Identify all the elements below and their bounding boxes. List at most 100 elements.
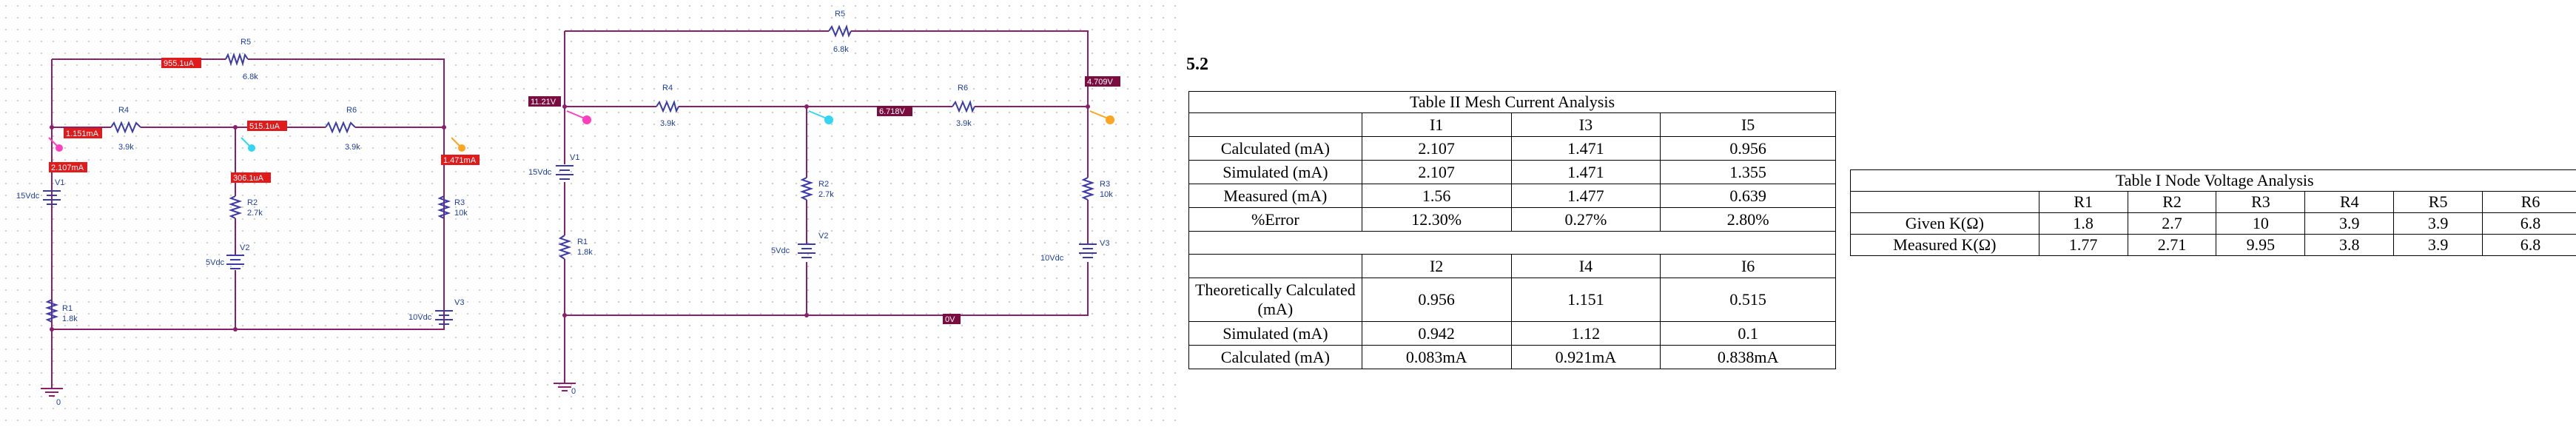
table-cell: 10: [2216, 213, 2305, 235]
r3-value: 10k: [1100, 190, 1113, 199]
resistor-r2: [231, 196, 240, 218]
resistor-r5: [226, 55, 248, 64]
probe-marker-pink: [56, 144, 63, 152]
wire: [248, 59, 444, 127]
table-cell: I3: [1511, 113, 1661, 137]
table-cell: R5: [2394, 192, 2483, 213]
table-cell: Measured (mA): [1189, 184, 1362, 208]
table-cell: 0.921mA: [1511, 346, 1661, 369]
probe-marker-orange: [451, 138, 460, 147]
node-table-header-row: R1 R2 R3 R4 R5 R6: [1851, 192, 2576, 213]
r4-name: R4: [118, 106, 129, 115]
table-cell: 0.956: [1362, 278, 1511, 322]
probe-marker-pink: [49, 138, 58, 147]
table-cell: Theoretically Calculated (mA): [1189, 278, 1362, 322]
r1-value: 1.8k: [577, 248, 593, 257]
r4-value: 3.9k: [118, 143, 134, 152]
table-row: Simulated (mA) 2.107 1.471 1.355: [1189, 161, 1836, 184]
voltage-probe-tags: 11.21V 6.718V 4.709V 0V: [528, 76, 1120, 324]
table-cell: [1189, 255, 1362, 278]
table-cell: 1.8: [2039, 213, 2128, 235]
mesh-table-header-row: I1 I3 I5: [1189, 113, 1836, 137]
r2-value: 2.7k: [247, 209, 263, 218]
table-cell: 1.151: [1511, 278, 1661, 322]
resistor-r6: [952, 102, 975, 111]
table-cell: 3.9: [2394, 213, 2483, 235]
resistors: [47, 55, 448, 322]
r5-name: R5: [241, 38, 251, 47]
table-cell: [1851, 192, 2039, 213]
table-cell: I5: [1661, 113, 1836, 137]
table-cell: 6.8: [2483, 213, 2576, 235]
probe-markers: [567, 111, 1114, 124]
table-cell: 1.471: [1511, 161, 1661, 184]
v1-value: 15Vdc: [528, 168, 552, 177]
table-cell: 2.80%: [1661, 208, 1836, 232]
table-cell: 1.12: [1511, 322, 1661, 346]
resistor-r2: [802, 178, 811, 200]
table-cell: Measured K(Ω): [1851, 235, 2039, 256]
r6-value: 3.9k: [345, 143, 360, 152]
current-tag-r6: 515.1uA: [249, 122, 280, 131]
table-cell: 0.27%: [1511, 208, 1661, 232]
table-cell: 3.9: [2305, 213, 2394, 235]
table-cell: [1189, 113, 1362, 137]
r3-name: R3: [1100, 180, 1110, 189]
schematic-a-canvas: 0 R5 6.8k R4 3.9k R6 3.9k R2 2.7k R3 10k…: [0, 0, 518, 423]
table-cell: 1.56: [1362, 184, 1511, 208]
resistor-r6: [326, 123, 355, 132]
r6-name: R6: [346, 106, 357, 115]
ground-label: 0: [571, 387, 576, 396]
wire: [52, 59, 444, 329]
probe-marker-pink: [567, 111, 585, 118]
table-cell: 9.95: [2216, 235, 2305, 256]
table-cell: I6: [1661, 255, 1836, 278]
mesh-current-table: Table II Mesh Current Analysis I1 I3 I5 …: [1188, 91, 1836, 369]
voltage-tag-left: 11.21V: [531, 98, 556, 107]
table-row: Measured K(Ω) 1.77 2.71 9.95 3.8 3.9 6.8: [1851, 235, 2576, 256]
r5-name: R5: [835, 10, 845, 19]
current-tag-r2: 306.1uA: [233, 174, 264, 183]
section-label: 5.2: [1186, 55, 1208, 75]
v3-value: 10Vdc: [1040, 254, 1064, 263]
r2-value: 2.7k: [818, 190, 834, 199]
table-cell: 6.8: [2483, 235, 2576, 256]
wires: [565, 31, 1088, 383]
probe-marker-cyan: [824, 115, 833, 124]
r1-name: R1: [577, 238, 588, 246]
table-cell: 0.942: [1362, 322, 1511, 346]
v2-name: V2: [240, 243, 249, 252]
probe-marker-orange: [1090, 111, 1108, 118]
wire: [565, 262, 1088, 315]
table-cell: 2.107: [1362, 161, 1511, 184]
resistor-r3: [1083, 178, 1092, 200]
r1-name: R1: [62, 304, 73, 313]
v1-name: V1: [570, 153, 579, 162]
v2-value: 5Vdc: [206, 258, 225, 267]
table-cell: 2.71: [2128, 235, 2216, 256]
r4-value: 3.9k: [660, 119, 676, 128]
v1-name: V1: [55, 178, 64, 187]
table-cell: 0.515: [1661, 278, 1836, 322]
current-tag-r4: 1.151mA: [66, 130, 99, 138]
r6-name: R6: [958, 84, 968, 93]
table-cell: 1.471: [1511, 137, 1661, 161]
table-cell: 0.956: [1661, 137, 1836, 161]
table-cell: 1.77: [2039, 235, 2128, 256]
probe-marker-cyan: [809, 111, 827, 118]
table-cell: R1: [2039, 192, 2128, 213]
table-cell: 0.1: [1661, 322, 1836, 346]
voltage-tag-right: 4.709V: [1087, 78, 1114, 87]
table-cell: 3.9: [2394, 235, 2483, 256]
voltage-tag-bottom: 0V: [945, 315, 955, 324]
table-row: Given K(Ω) 1.8 2.7 10 3.9 3.9 6.8: [1851, 213, 2576, 235]
node-table-caption: Table I Node Voltage Analysis: [1851, 170, 2576, 192]
current-probe-tags: 955.1uA 1.151mA 515.1uA 2.107mA 306.1uA …: [49, 58, 480, 183]
table-cell: 3.8: [2305, 235, 2394, 256]
table-cell: I4: [1511, 255, 1661, 278]
probe-marker-cyan: [241, 138, 250, 147]
circuit-schematic-voltages: 0 R5 6.8k R4 3.9k R6 3.9k R2 2.7k R3 10k…: [518, 0, 1184, 423]
probe-marker-pink: [582, 115, 591, 124]
junction-dots: [562, 104, 1090, 317]
r3-value: 10k: [454, 209, 468, 218]
